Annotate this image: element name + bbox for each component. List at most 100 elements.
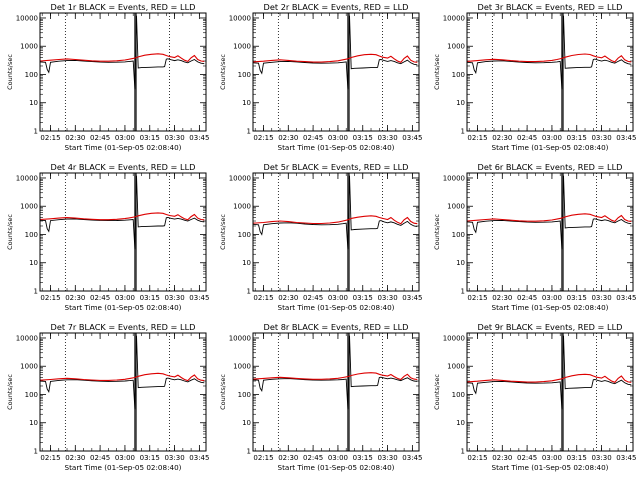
panel-title: Det 4r BLACK = Events, RED = LLD <box>51 162 196 172</box>
x-tick-label: 03:00 <box>115 294 135 302</box>
y-axis-label: Counts/sec <box>219 214 227 250</box>
x-tick-label: 03:00 <box>328 134 348 142</box>
x-tick-label: 02:15 <box>467 454 487 462</box>
panel-title: Det 5r BLACK = Events, RED = LLD <box>264 162 409 172</box>
y-tick-label: 100 <box>452 391 465 399</box>
x-tick-label: 03:45 <box>189 294 209 302</box>
y-tick-label: 10 <box>242 419 251 427</box>
y-tick-label: 1000 <box>233 43 251 51</box>
y-tick-label: 1 <box>34 128 38 136</box>
y-tick-label: 1 <box>34 448 38 456</box>
series-lld-line <box>40 212 205 221</box>
series-lld-line <box>40 53 205 63</box>
y-tick-label: 100 <box>452 71 465 79</box>
y-tick-label: 100 <box>238 391 251 399</box>
panel-9: Det 9r BLACK = Events, RED = LLD Counts/s… <box>433 322 636 472</box>
x-tick-label: 03:45 <box>616 134 636 142</box>
x-tick-label: 02:45 <box>303 454 323 462</box>
x-tick-label: 02:15 <box>253 294 273 302</box>
y-tick-label: 10000 <box>229 174 251 182</box>
plot-frame <box>39 172 207 292</box>
x-tick-label: 03:15 <box>140 454 160 462</box>
x-tick-label: 03:00 <box>542 294 562 302</box>
x-tick-label: 03:45 <box>189 454 209 462</box>
x-tick-label: 03:30 <box>591 294 611 302</box>
x-tick-label: 02:15 <box>40 134 60 142</box>
x-tick-label: 02:15 <box>253 454 273 462</box>
y-tick-label: 10000 <box>16 174 38 182</box>
x-tick-label: 03:30 <box>377 294 397 302</box>
y-tick-label: 1000 <box>447 203 465 211</box>
x-tick-label: 03:45 <box>189 134 209 142</box>
x-tick-label: 03:15 <box>353 294 373 302</box>
y-tick-label: 100 <box>238 71 251 79</box>
panel-title: Det 9r BLACK = Events, RED = LLD <box>478 322 623 332</box>
y-tick-label: 1 <box>34 288 38 296</box>
x-tick-label: 02:15 <box>253 134 273 142</box>
y-tick-label: 10000 <box>16 14 38 22</box>
y-tick-label: 1000 <box>233 363 251 371</box>
y-tick-label: 10 <box>29 99 38 107</box>
x-tick-label: 02:45 <box>90 454 110 462</box>
x-tick-label: 02:30 <box>278 454 298 462</box>
x-tick-label: 03:45 <box>616 454 636 462</box>
plot-frame <box>466 172 634 292</box>
series-lld-line <box>40 372 205 382</box>
series-lld-line <box>467 373 632 383</box>
x-axis-label: Start Time (01-Sep-05 02:08:40) <box>492 303 609 312</box>
plot-frame <box>252 172 420 292</box>
x-axis-label: Start Time (01-Sep-05 02:08:40) <box>278 143 395 152</box>
x-tick-label: 02:15 <box>40 294 60 302</box>
x-tick-label: 02:30 <box>65 134 85 142</box>
panel-1: Det 1r BLACK = Events, RED = LLD Counts/s… <box>6 2 209 152</box>
x-tick-label: 03:45 <box>402 454 422 462</box>
x-tick-label: 03:15 <box>140 294 160 302</box>
y-tick-label: 1 <box>247 128 251 136</box>
x-tick-label: 03:30 <box>164 454 184 462</box>
y-tick-label: 100 <box>238 231 251 239</box>
x-tick-label: 03:15 <box>567 294 587 302</box>
y-tick-label: 10 <box>456 259 465 267</box>
x-tick-label: 02:15 <box>467 294 487 302</box>
y-tick-label: 10 <box>456 99 465 107</box>
x-tick-label: 03:45 <box>402 134 422 142</box>
y-axis-label: Counts/sec <box>433 54 441 90</box>
y-tick-label: 10 <box>456 419 465 427</box>
panel-7: Det 7r BLACK = Events, RED = LLD Counts/s… <box>6 322 209 472</box>
series-events-line <box>253 335 418 410</box>
panel-6: Det 6r BLACK = Events, RED = LLD Counts/s… <box>433 162 636 312</box>
x-tick-label: 03:00 <box>542 454 562 462</box>
y-tick-label: 10 <box>29 419 38 427</box>
x-axis-label: Start Time (01-Sep-05 02:08:40) <box>65 143 182 152</box>
x-tick-label: 02:45 <box>303 134 323 142</box>
panel-title: Det 8r BLACK = Events, RED = LLD <box>264 322 409 332</box>
series-events-line <box>253 175 418 250</box>
y-tick-label: 10 <box>29 259 38 267</box>
panel-title: Det 6r BLACK = Events, RED = LLD <box>478 162 623 172</box>
x-tick-label: 03:15 <box>353 454 373 462</box>
plot-frame <box>466 12 634 132</box>
y-tick-label: 10 <box>242 259 251 267</box>
plot-frame <box>252 332 420 452</box>
series-events-line <box>40 15 205 90</box>
panel-title: Det 3r BLACK = Events, RED = LLD <box>478 2 623 12</box>
series-events-line <box>467 15 632 90</box>
y-tick-label: 1000 <box>233 203 251 211</box>
x-tick-label: 03:30 <box>164 134 184 142</box>
series-events-line <box>467 335 632 410</box>
y-tick-label: 1 <box>461 448 465 456</box>
x-tick-label: 02:30 <box>65 294 85 302</box>
y-tick-label: 10000 <box>443 14 465 22</box>
y-axis-label: Counts/sec <box>433 214 441 250</box>
x-tick-label: 02:45 <box>90 294 110 302</box>
y-tick-label: 1000 <box>20 43 38 51</box>
x-tick-label: 02:30 <box>278 134 298 142</box>
x-tick-label: 03:45 <box>402 294 422 302</box>
y-tick-label: 1000 <box>447 363 465 371</box>
y-tick-label: 100 <box>452 231 465 239</box>
series-lld-line <box>467 213 632 223</box>
x-tick-label: 03:30 <box>377 134 397 142</box>
series-lld-line <box>253 215 418 225</box>
y-tick-label: 100 <box>25 391 38 399</box>
